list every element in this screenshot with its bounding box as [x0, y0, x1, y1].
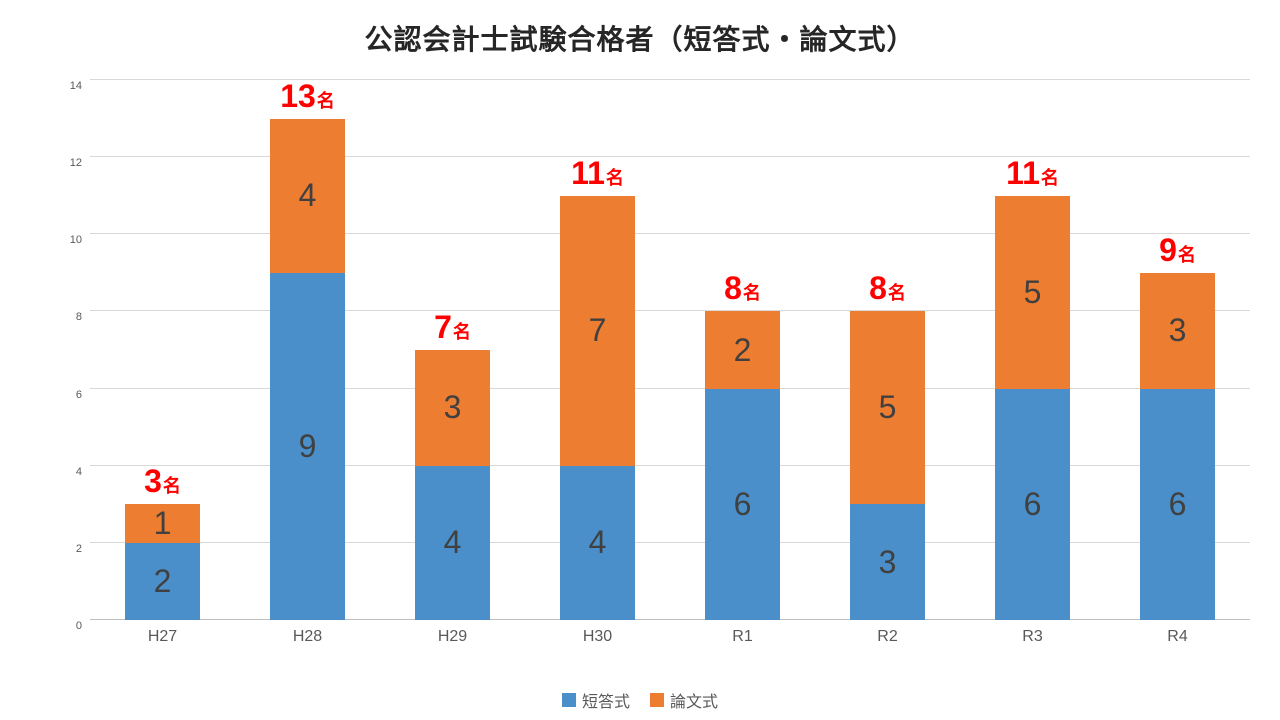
chart-area: 02468101214 213名H279413名H28437名H294711名H…	[50, 80, 1250, 650]
total-number: 13	[280, 78, 316, 114]
y-tick-label: 12	[70, 157, 82, 169]
legend-label: 短答式	[582, 688, 630, 712]
chart-container: 公認会計士試験合格者（短答式・論文式） 02468101214 213名H279…	[0, 0, 1280, 720]
total-label: 11名	[957, 155, 1108, 192]
legend-label: 論文式	[670, 688, 718, 712]
bar-segment: 7	[560, 196, 635, 466]
total-label: 8名	[812, 270, 963, 307]
gridline	[90, 465, 1250, 466]
bar-segment: 6	[1140, 389, 1215, 620]
total-suffix: 名	[1041, 168, 1059, 188]
total-suffix: 名	[743, 283, 761, 303]
y-tick-label: 6	[76, 389, 82, 401]
total-number: 8	[869, 270, 887, 306]
segment-value-label: 5	[1024, 274, 1042, 311]
total-label: 3名	[87, 463, 238, 500]
segment-value-label: 2	[154, 563, 172, 600]
gridline	[90, 388, 1250, 389]
total-label: 9名	[1102, 232, 1253, 269]
legend-item: 短答式	[562, 688, 630, 712]
segment-value-label: 3	[879, 544, 897, 581]
bar-segment: 3	[415, 350, 490, 466]
total-number: 8	[724, 270, 742, 306]
bar-segment: 2	[125, 543, 200, 620]
segment-value-label: 3	[444, 389, 462, 426]
y-tick-label: 8	[76, 311, 82, 323]
segment-value-label: 4	[589, 524, 607, 561]
segment-value-label: 9	[299, 428, 317, 465]
gridline	[90, 233, 1250, 234]
total-number: 11	[1006, 155, 1040, 191]
segment-value-label: 4	[444, 524, 462, 561]
total-number: 7	[434, 309, 452, 345]
x-category-label: H29	[377, 628, 528, 646]
total-suffix: 名	[453, 322, 471, 342]
segment-value-label: 7	[589, 312, 607, 349]
bar-segment: 3	[850, 504, 925, 620]
total-label: 11名	[522, 155, 673, 192]
total-number: 3	[144, 463, 162, 499]
x-category-label: H28	[232, 628, 383, 646]
total-suffix: 名	[317, 91, 335, 111]
total-suffix: 名	[888, 283, 906, 303]
bar-segment: 4	[415, 466, 490, 620]
bar-group: 6511名R3	[995, 80, 1070, 620]
bar-segment: 9	[270, 273, 345, 620]
bar-segment: 4	[270, 119, 345, 273]
segment-value-label: 6	[1169, 486, 1187, 523]
legend-swatch	[562, 693, 576, 707]
y-tick-label: 14	[70, 80, 82, 92]
x-axis-line	[90, 619, 1250, 620]
total-label: 13名	[232, 78, 383, 115]
x-category-label: R2	[812, 628, 963, 646]
x-category-label: R1	[667, 628, 818, 646]
bar-segment: 6	[995, 389, 1070, 620]
bar-group: 628名R1	[705, 80, 780, 620]
x-category-label: R3	[957, 628, 1108, 646]
bar-segment: 5	[850, 311, 925, 504]
y-tick-label: 2	[76, 543, 82, 555]
chart-title: 公認会計士試験合格者（短答式・論文式）	[0, 0, 1280, 58]
segment-value-label: 6	[1024, 486, 1042, 523]
segment-value-label: 5	[879, 389, 897, 426]
bar-group: 213名H27	[125, 80, 200, 620]
gridline	[90, 542, 1250, 543]
legend-item: 論文式	[650, 688, 718, 712]
bar-group: 639名R4	[1140, 80, 1215, 620]
bar-segment: 4	[560, 466, 635, 620]
total-suffix: 名	[163, 476, 181, 496]
x-category-label: H27	[87, 628, 238, 646]
segment-value-label: 3	[1169, 312, 1187, 349]
segment-value-label: 2	[734, 332, 752, 369]
bar-segment: 2	[705, 311, 780, 388]
y-tick-label: 4	[76, 466, 82, 478]
plot-area: 213名H279413名H28437名H294711名H30628名R1358名…	[90, 80, 1250, 620]
bar-group: 358名R2	[850, 80, 925, 620]
y-tick-label: 0	[76, 620, 82, 632]
total-number: 11	[571, 155, 605, 191]
bar-group: 9413名H28	[270, 80, 345, 620]
segment-value-label: 4	[299, 177, 317, 214]
total-number: 9	[1159, 232, 1177, 268]
y-axis: 02468101214	[50, 80, 90, 620]
gridline	[90, 310, 1250, 311]
legend-swatch	[650, 693, 664, 707]
legend: 短答式 論文式	[0, 688, 1280, 712]
bar-segment: 1	[125, 504, 200, 543]
total-label: 8名	[667, 270, 818, 307]
bar-segment: 6	[705, 389, 780, 620]
segment-value-label: 1	[154, 505, 172, 542]
bar-group: 437名H29	[415, 80, 490, 620]
x-category-label: H30	[522, 628, 673, 646]
segment-value-label: 6	[734, 486, 752, 523]
x-category-label: R4	[1102, 628, 1253, 646]
total-label: 7名	[377, 309, 528, 346]
bar-segment: 5	[995, 196, 1070, 389]
bar-group: 4711名H30	[560, 80, 635, 620]
y-tick-label: 10	[70, 234, 82, 246]
bar-segment: 3	[1140, 273, 1215, 389]
total-suffix: 名	[606, 168, 624, 188]
total-suffix: 名	[1178, 245, 1196, 265]
